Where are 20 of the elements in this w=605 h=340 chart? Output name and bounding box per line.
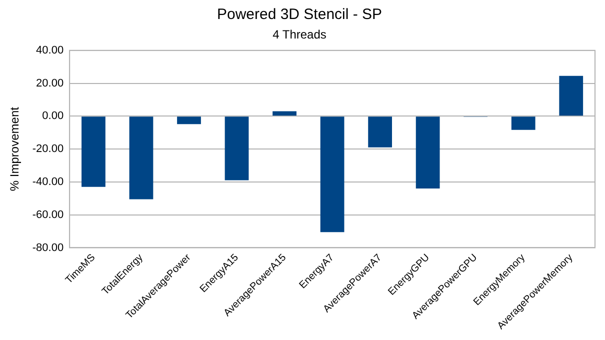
bar bbox=[129, 116, 154, 200]
bar bbox=[511, 116, 536, 130]
y-tick-label: -80.00 bbox=[32, 242, 64, 254]
y-tick-label: 40.00 bbox=[36, 44, 64, 56]
bar bbox=[82, 116, 106, 187]
y-tick-label: -20.00 bbox=[32, 143, 64, 156]
bar bbox=[320, 116, 344, 232]
bar bbox=[272, 111, 296, 116]
bar bbox=[224, 116, 249, 180]
bar bbox=[368, 116, 392, 148]
y-tick-label: 0.00 bbox=[42, 110, 64, 122]
chart-subtitle: 4 Threads bbox=[272, 28, 326, 42]
y-tick-label: -60.00 bbox=[32, 208, 64, 221]
bar bbox=[416, 116, 440, 189]
chart-title: Powered 3D Stencil - SP bbox=[216, 6, 382, 24]
bar bbox=[177, 116, 201, 124]
y-tick-label: 20.00 bbox=[36, 77, 64, 90]
bar bbox=[559, 76, 584, 116]
y-axis-title: % Improvement bbox=[8, 106, 22, 192]
y-tick-label: -40.00 bbox=[32, 176, 64, 188]
